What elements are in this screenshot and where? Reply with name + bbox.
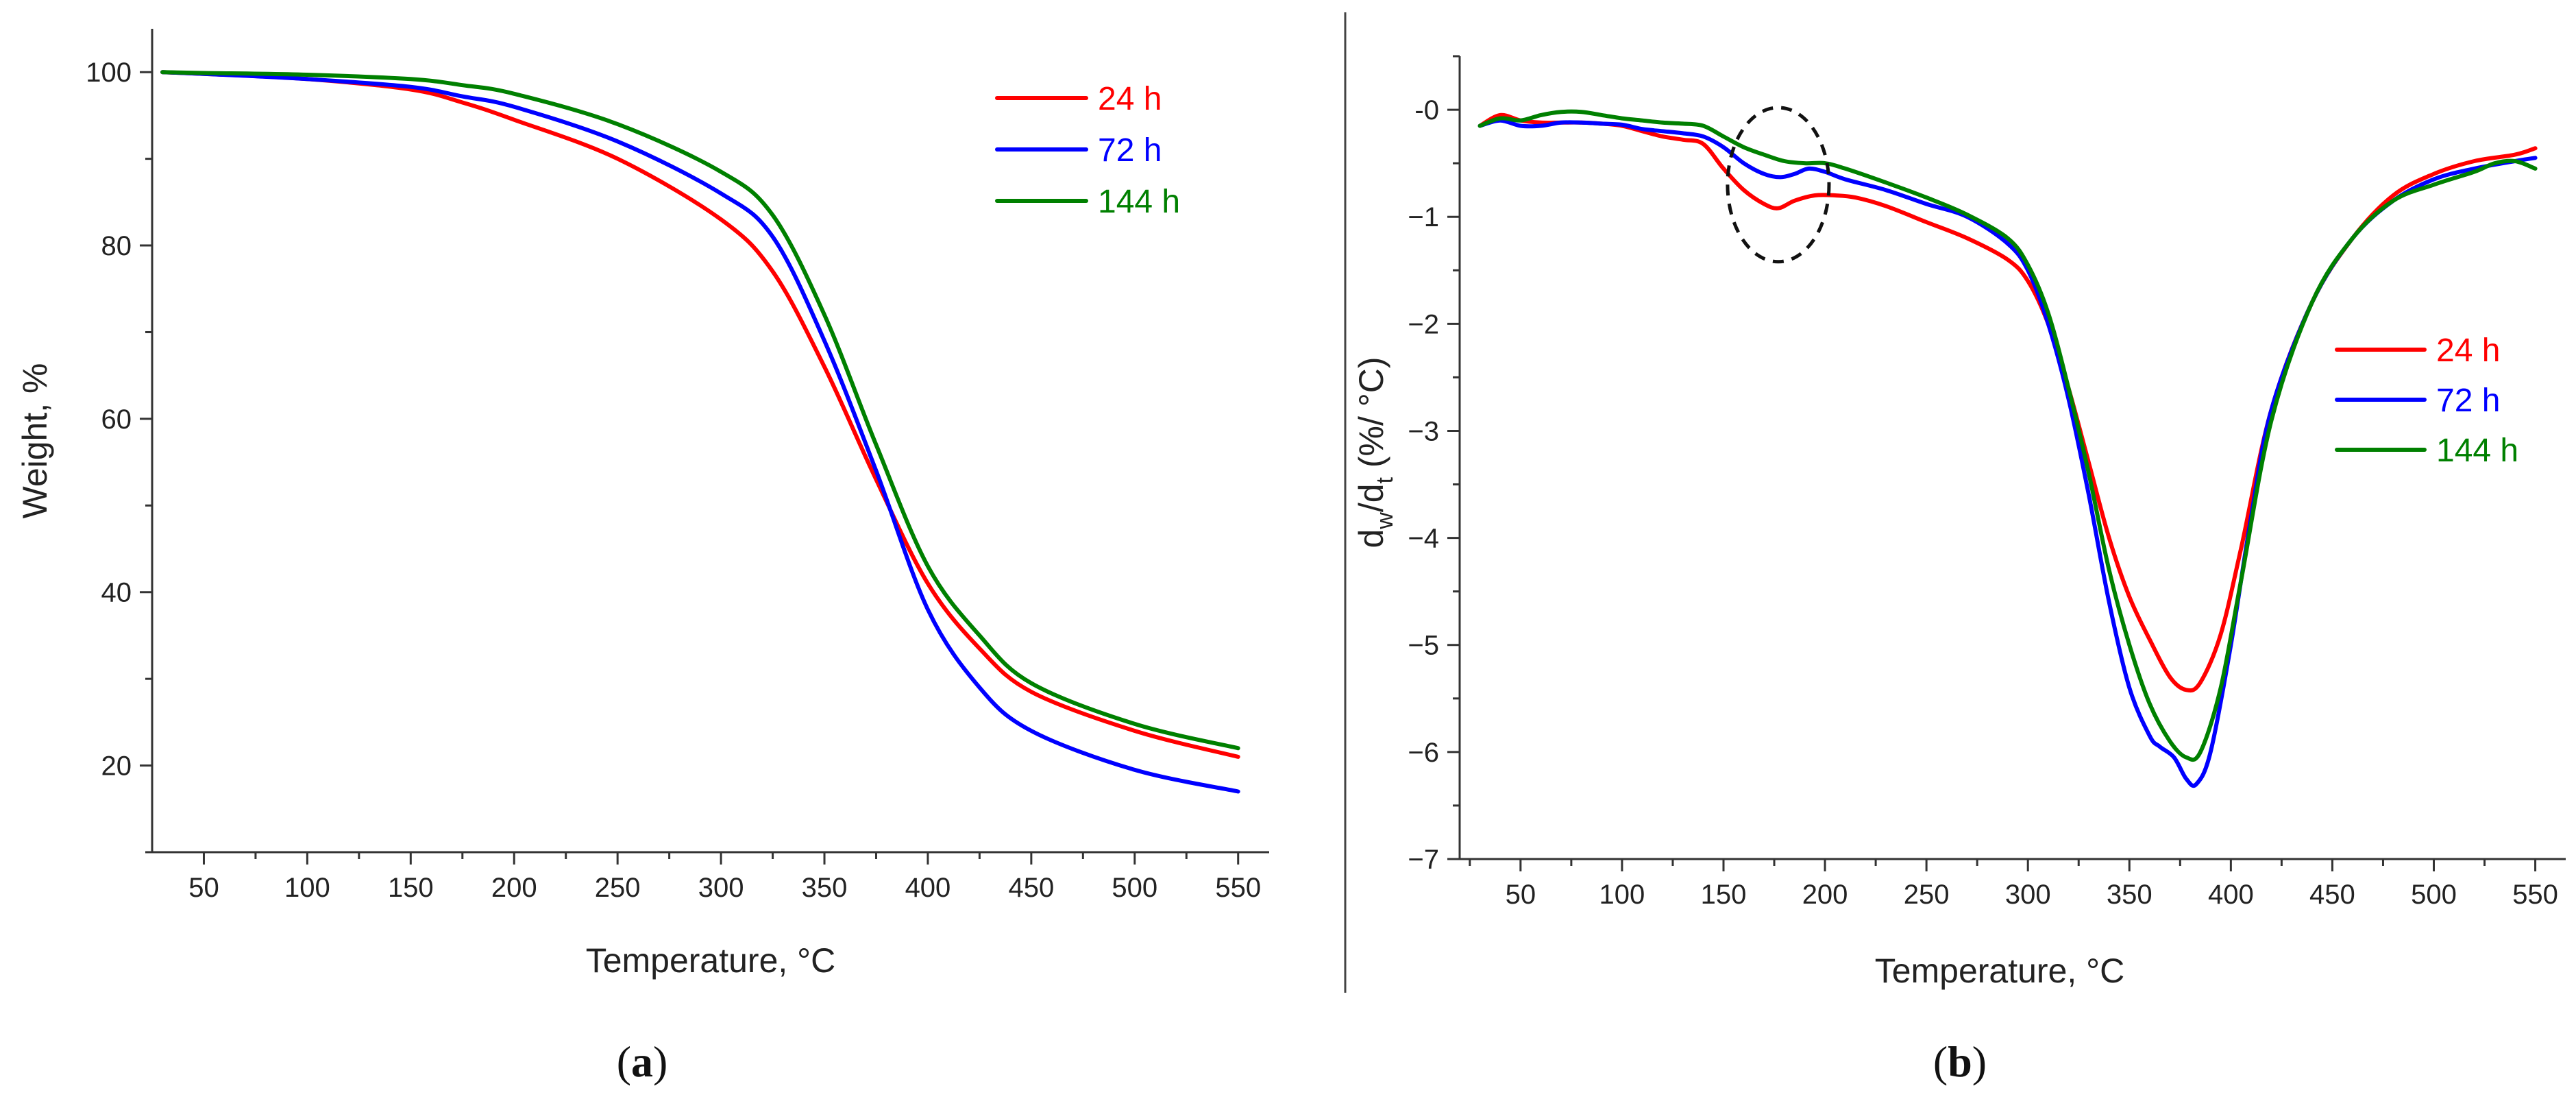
x-tick-label-a-400: 400	[905, 873, 951, 903]
y-tick-label-a-1: 40	[101, 578, 132, 608]
panel-label-a-close: )	[653, 1037, 667, 1086]
panel-b-series-group	[1477, 109, 2538, 788]
y-tick-label-a-4: 100	[86, 58, 132, 88]
panel-b-y-title-sub2: t	[1372, 476, 1398, 483]
series-line-b-144h	[1477, 109, 2538, 762]
x-tick-label-b-450: 450	[2309, 880, 2355, 910]
panel-a-chart: 50 100 150 200 250 300 350 400 450 500 550 20 40 60 80…	[16, 29, 1269, 1086]
panel-label-b-open: (	[1933, 1037, 1948, 1086]
legend-b-72h-label: 72 h	[2436, 383, 2500, 419]
x-tick-label-a-350: 350	[802, 873, 848, 903]
panel-label-b-close: )	[1972, 1037, 1987, 1086]
x-tick-label-a-500: 500	[1112, 873, 1157, 903]
legend-a-24h-label: 24 h	[1098, 81, 1162, 117]
y-tick-label-a-0: 20	[101, 751, 132, 782]
y-tick-label-b-7: −7	[1408, 845, 1439, 875]
panel-label-b-letter: b	[1948, 1037, 1972, 1086]
y-tick-label-b-0: -0	[1414, 95, 1439, 125]
x-tick-label-b-150: 150	[1701, 880, 1747, 910]
x-tick-label-a-450: 450	[1008, 873, 1054, 903]
series-line-a-144h	[160, 70, 1240, 751]
panel-a-legend: 24 h 72 h 144 h	[995, 81, 1180, 220]
x-tick-label-a-550: 550	[1215, 873, 1261, 903]
x-tick-label-a-200: 200	[491, 873, 537, 903]
series-line-a-24h	[160, 70, 1240, 759]
panel-a-y-axis-title: Weight, %	[16, 363, 54, 519]
x-tick-label-b-100: 100	[1599, 880, 1645, 910]
y-tick-label-b-2: −2	[1408, 309, 1439, 339]
x-tick-label-a-250: 250	[595, 873, 641, 903]
panel-b-chart: 50 100 150 200 250 300 350 400 450 500 550 -0 −1 −2 −3…	[1352, 55, 2566, 1086]
panel-b-x-axis-title: Temperature, °C	[1875, 952, 2125, 990]
x-tick-label-b-300: 300	[2005, 880, 2051, 910]
x-tick-label-b-400: 400	[2208, 880, 2254, 910]
panel-a-series-group	[160, 70, 1240, 794]
y-tick-label-b-6: −6	[1408, 738, 1439, 768]
panel-b-y-axis-title: dw/dt (%/ °C)	[1352, 357, 1398, 548]
y-tick-label-a-3: 80	[101, 231, 132, 261]
panel-b-y-title-sub1: w	[1372, 512, 1398, 530]
y-tick-label-b-1: −1	[1408, 202, 1439, 232]
dashed-ellipse-annotation	[1726, 106, 1831, 264]
panel-b-y-title-tail: (%/ °C)	[1352, 357, 1390, 477]
x-tick-label-a-300: 300	[698, 873, 744, 903]
x-tick-label-b-350: 350	[2107, 880, 2152, 910]
panel-b-y-title-mid: /d	[1352, 483, 1390, 512]
legend-b-144h-label: 144 h	[2436, 433, 2518, 469]
x-tick-label-a-150: 150	[388, 873, 434, 903]
x-tick-label-a-50: 50	[188, 873, 219, 903]
series-line-a-72h	[160, 70, 1240, 794]
x-tick-label-b-500: 500	[2411, 880, 2457, 910]
panel-a-x-axis-title: Temperature, °C	[586, 941, 836, 980]
legend-a-72h-label: 72 h	[1098, 132, 1162, 169]
legend-a-144h-label: 144 h	[1098, 184, 1180, 220]
x-tick-label-a-100: 100	[284, 873, 330, 903]
y-tick-label-b-3: −3	[1408, 416, 1439, 446]
panel-label-b: (b)	[1933, 1037, 1987, 1086]
panel-label-a: (a)	[617, 1037, 668, 1086]
x-tick-label-b-200: 200	[1802, 880, 1848, 910]
x-tick-label-b-50: 50	[1506, 880, 1536, 910]
panel-b-y-title-main: d	[1352, 529, 1390, 548]
series-line-b-72h	[1477, 118, 2538, 788]
series-line-b-24h	[1477, 112, 2538, 693]
panel-label-a-open: (	[617, 1037, 631, 1086]
y-tick-label-b-5: −5	[1408, 631, 1439, 661]
y-tick-label-a-2: 60	[101, 404, 132, 435]
x-tick-label-b-250: 250	[1904, 880, 1950, 910]
panel-b-legend: 24 h 72 h 144 h	[2335, 333, 2518, 469]
y-tick-label-b-4: −4	[1408, 524, 1439, 554]
x-tick-label-b-550: 550	[2512, 880, 2558, 910]
legend-b-24h-label: 24 h	[2436, 333, 2500, 369]
panel-b-ticks: 50 100 150 200 250 300 350 400 450 500 550 -0 −1 −2 −3…	[1408, 55, 2558, 910]
panel-label-a-letter: a	[631, 1037, 653, 1086]
panel-a-ticks: 50 100 150 200 250 300 350 400 450 500 550 20 40 60 80…	[86, 58, 1261, 903]
